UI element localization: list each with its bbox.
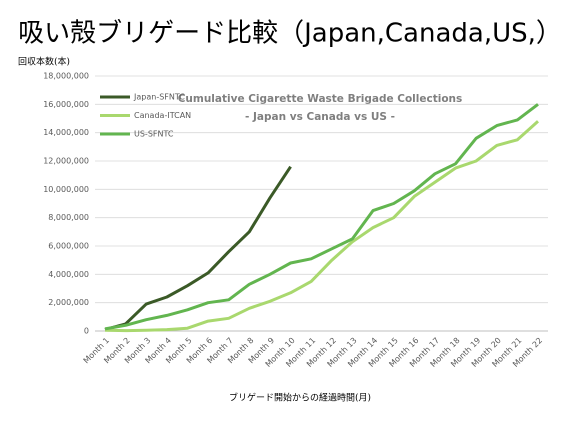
y-tick-label: 6,000,000 [48, 242, 89, 251]
y-tick-label: 4,000,000 [48, 270, 89, 279]
y-tick-label: 0 [84, 327, 89, 336]
y-tick-label: 16,000,000 [43, 100, 89, 109]
x-axis-label: ブリゲード開始からの経過時間(月) [229, 392, 371, 404]
y-tick-label: 10,000,000 [43, 185, 89, 194]
legend-label: Canada-ITCAN [134, 111, 191, 120]
series-line [104, 120, 540, 333]
page-title: 吸い殻ブリゲード比較（Japan,Canada,US,） [18, 19, 562, 49]
y-axis-label: 回収本数(本) [18, 56, 70, 68]
chart-subtitle: - Japan vs Canada vs US - [245, 111, 395, 123]
chart-title: Cumulative Cigarette Waste Brigade Colle… [178, 93, 463, 105]
y-tick-label: 2,000,000 [48, 298, 89, 307]
legend-label: Japan-SFNTC [133, 93, 185, 102]
legend-label: US-SFNTC [134, 130, 174, 139]
series-line [104, 165, 292, 332]
y-tick-label: 8,000,000 [48, 213, 89, 222]
series-line [104, 103, 539, 331]
y-tick-label: 18,000,000 [43, 72, 89, 81]
y-tick-label: 14,000,000 [43, 128, 89, 137]
y-tick-label: 12,000,000 [43, 157, 89, 166]
